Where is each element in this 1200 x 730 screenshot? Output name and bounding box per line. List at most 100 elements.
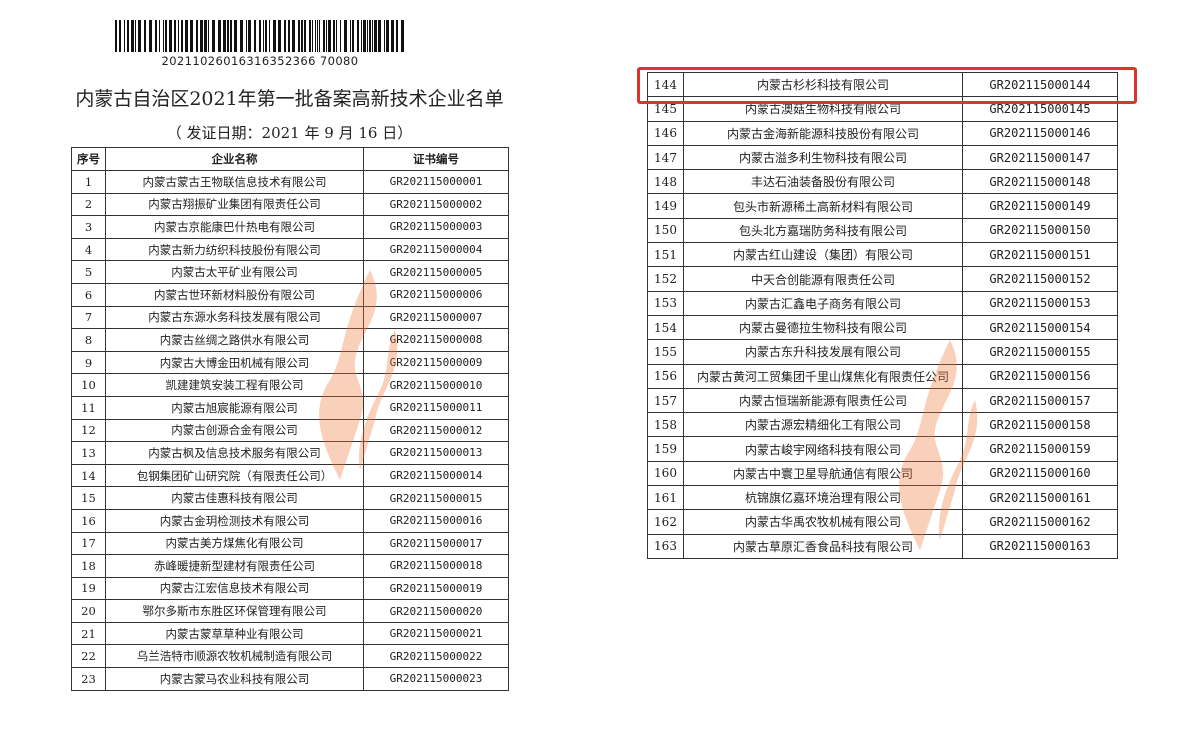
barcode-bar bbox=[378, 20, 381, 52]
table-row: 14 包钢集团矿山研究院（有限责任公司） GR202115000014 bbox=[71, 463, 509, 488]
company-name: 内蒙古东升科技发展有限公司 bbox=[683, 339, 963, 365]
company-name: 内蒙古京能康巴什热电有限公司 bbox=[105, 215, 364, 239]
row-index: 23 bbox=[71, 667, 106, 691]
barcode-bar bbox=[317, 20, 318, 52]
table-row: 16 内蒙古金玥检测技术有限公司 GR202115000016 bbox=[71, 508, 509, 533]
company-name: 内蒙古澳菇生物科技有限公司 bbox=[683, 96, 963, 122]
barcode-bar bbox=[212, 20, 215, 52]
table-row: 13 内蒙古枫及信息技术服务有限公司 GR202115000013 bbox=[71, 441, 509, 465]
certificate-number: GR202115000018 bbox=[363, 554, 509, 578]
row-index: 151 bbox=[647, 242, 684, 268]
barcode-bar bbox=[372, 20, 373, 52]
certificate-number: GR202115000147 bbox=[962, 144, 1118, 171]
row-index: 144 bbox=[647, 71, 684, 98]
certificate-number: GR202115000148 bbox=[962, 169, 1118, 195]
row-index: 13 bbox=[71, 441, 106, 465]
row-index: 21 bbox=[71, 621, 106, 646]
certificate-number: GR202115000016 bbox=[363, 508, 509, 533]
certificate-number: GR202115000006 bbox=[363, 282, 509, 307]
barcode-bar bbox=[323, 20, 325, 52]
barcode-bar bbox=[298, 20, 300, 52]
certificate-number: GR202115000155 bbox=[962, 339, 1118, 365]
certificate-number: GR202115000012 bbox=[363, 418, 509, 443]
company-name: 内蒙古江宏信息技术有限公司 bbox=[105, 576, 364, 601]
barcode-bar bbox=[344, 20, 347, 52]
company-name: 内蒙古金玥检测技术有限公司 bbox=[105, 508, 364, 533]
barcode-bar bbox=[181, 20, 183, 52]
table-row: 20 鄂尔多斯市东胜区环保管理有限公司 GR202115000020 bbox=[71, 599, 509, 623]
certificate-number: GR202115000151 bbox=[962, 242, 1118, 268]
barcode-bar bbox=[196, 20, 198, 52]
row-index: 1 bbox=[71, 170, 106, 194]
barcode-bar bbox=[304, 20, 306, 52]
table-row: 4 内蒙古新力纺织科技股份有限公司 GR202115000004 bbox=[71, 237, 509, 262]
barcode-bar bbox=[240, 20, 243, 52]
header-certificate-number: 证书编号 bbox=[363, 147, 509, 171]
certificate-number: GR202115000022 bbox=[363, 644, 509, 669]
row-index: 16 bbox=[71, 508, 106, 533]
barcode-bar bbox=[230, 20, 232, 52]
company-name: 内蒙古蒙草草种业有限公司 bbox=[105, 621, 364, 646]
company-name: 内蒙古东源水务科技发展有限公司 bbox=[105, 305, 364, 330]
certificate-number: GR202115000153 bbox=[962, 290, 1118, 316]
barcode-bar bbox=[278, 20, 281, 52]
barcode-bar bbox=[265, 20, 267, 52]
certificate-number: GR202115000002 bbox=[363, 192, 509, 217]
row-index: 9 bbox=[71, 350, 106, 375]
table-row: 7 内蒙古东源水务科技发展有限公司 GR202115000007 bbox=[71, 305, 509, 330]
row-index: 147 bbox=[647, 144, 684, 171]
company-name: 内蒙古蒙马农业科技有限公司 bbox=[105, 667, 364, 691]
company-name: 内蒙古大博金田机械有限公司 bbox=[105, 350, 364, 375]
barcode-bar bbox=[119, 20, 121, 52]
table-row: 144 内蒙古杉杉科技有限公司 GR202115000144 bbox=[647, 71, 1118, 98]
table-row: 21 内蒙古蒙草草种业有限公司 GR202115000021 bbox=[71, 621, 509, 646]
certificate-number: GR202115000014 bbox=[363, 463, 509, 488]
row-index: 148 bbox=[647, 169, 684, 195]
barcode-bar bbox=[391, 20, 394, 52]
company-name: 包钢集团矿山研究院（有限责任公司） bbox=[105, 463, 364, 488]
company-name: 内蒙古佳惠科技有限公司 bbox=[105, 486, 364, 510]
row-index: 162 bbox=[647, 509, 684, 535]
row-index: 159 bbox=[647, 436, 684, 462]
row-index: 157 bbox=[647, 387, 684, 414]
row-index: 145 bbox=[647, 96, 684, 122]
header-index: 序号 bbox=[71, 147, 106, 171]
company-name: 内蒙古黄河工贸集团千里山煤焦化有限责任公司 bbox=[683, 363, 963, 389]
certificate-number: GR202115000001 bbox=[363, 170, 509, 194]
barcode-bar bbox=[208, 20, 209, 52]
barcode-bar bbox=[259, 20, 261, 52]
barcode-bar bbox=[223, 20, 226, 52]
row-index: 154 bbox=[647, 314, 684, 341]
barcode-bar bbox=[361, 20, 362, 52]
row-index: 2 bbox=[71, 192, 106, 217]
barcode-bar bbox=[315, 20, 316, 52]
barcode-bar bbox=[234, 20, 237, 52]
row-index: 14 bbox=[71, 463, 106, 488]
table-row: 163 内蒙古草原汇香食品科技有限公司 GR202115000163 bbox=[647, 533, 1118, 559]
row-index: 8 bbox=[71, 328, 106, 352]
barcode-bar bbox=[328, 20, 331, 52]
barcode-bar bbox=[165, 20, 167, 52]
barcode-bar bbox=[312, 20, 313, 52]
certificate-number: GR202115000156 bbox=[962, 363, 1118, 389]
certificate-number: GR202115000008 bbox=[363, 328, 509, 352]
barcode-bar bbox=[301, 20, 303, 52]
barcode-bar bbox=[169, 20, 172, 52]
row-index: 19 bbox=[71, 576, 106, 601]
table-row: 159 内蒙古峻宇网络科技有限公司 GR202115000159 bbox=[647, 436, 1118, 462]
barcode-bar bbox=[284, 20, 286, 52]
row-index: 150 bbox=[647, 217, 684, 244]
table-row: 147 内蒙古溢多利生物科技有限公司 GR202115000147 bbox=[647, 144, 1118, 171]
barcode-bar bbox=[149, 20, 152, 52]
company-name: 内蒙古峻宇网络科技有限公司 bbox=[683, 436, 963, 462]
row-index: 18 bbox=[71, 554, 106, 578]
barcode-number: 20211026016316352366 70080 bbox=[161, 54, 359, 68]
table-row: 17 内蒙古美方煤焦化有限公司 GR202115000017 bbox=[71, 531, 509, 556]
company-name: 内蒙古红山建设（集团）有限公司 bbox=[683, 242, 963, 268]
certificate-number: GR202115000009 bbox=[363, 350, 509, 375]
row-index: 158 bbox=[647, 412, 684, 438]
row-index: 161 bbox=[647, 485, 684, 511]
row-index: 6 bbox=[71, 282, 106, 307]
table-row: 11 内蒙古旭宸能源有限公司 GR202115000011 bbox=[71, 395, 509, 420]
row-index: 3 bbox=[71, 215, 106, 239]
